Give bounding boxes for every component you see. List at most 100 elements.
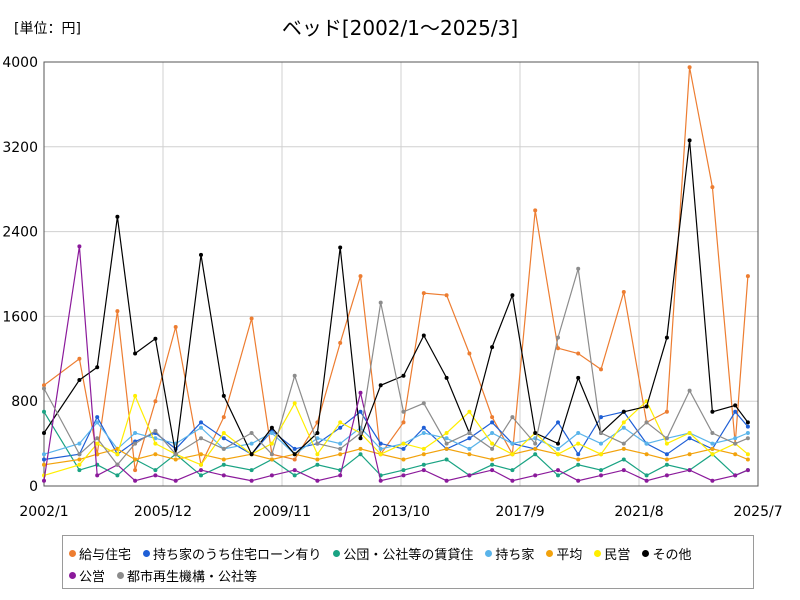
- data-point: [338, 420, 343, 425]
- data-point: [133, 431, 138, 435]
- data-point: [510, 468, 515, 473]
- chart-grid: [43, 61, 759, 487]
- legend-row: 公営 都市再生機構・公社等: [69, 564, 269, 585]
- data-point: [153, 336, 158, 341]
- legend-marker: [594, 550, 602, 557]
- data-point: [95, 441, 100, 446]
- data-point: [490, 446, 495, 451]
- y-axis-labels: 0 800 1600 2400 3200 4000: [2, 55, 38, 495]
- data-point: [444, 478, 449, 483]
- legend-label: 給与住宅: [79, 548, 132, 563]
- data-point: [199, 436, 203, 441]
- y-tick-label: 3200: [2, 140, 38, 156]
- data-point: [292, 446, 297, 451]
- data-point: [664, 452, 669, 457]
- data-point: [77, 452, 82, 457]
- data-point: [338, 425, 343, 430]
- data-point: [745, 431, 750, 435]
- data-point: [621, 468, 626, 473]
- data-point: [576, 478, 581, 483]
- chart-title: ベッド[2002/1～2025/3]: [281, 16, 519, 40]
- data-point: [444, 431, 449, 435]
- data-point: [77, 468, 82, 473]
- legend-item: 持ち家のうち住宅ローン有り: [143, 544, 321, 563]
- data-point: [467, 351, 472, 356]
- data-point: [133, 441, 138, 446]
- data-point: [687, 431, 692, 435]
- y-tick-label: 4000: [2, 55, 38, 71]
- data-point: [249, 441, 254, 446]
- data-point: [95, 473, 100, 478]
- data-point: [599, 473, 603, 478]
- series-2: [42, 409, 750, 478]
- data-point: [421, 333, 426, 338]
- data-point: [115, 309, 120, 314]
- legend-marker: [485, 550, 493, 557]
- data-point: [358, 431, 363, 435]
- legend-label: 民営: [604, 548, 631, 563]
- data-point: [249, 468, 254, 473]
- legend-marker: [143, 550, 151, 557]
- data-point: [115, 462, 120, 467]
- data-point: [621, 409, 626, 414]
- data-point: [292, 457, 297, 462]
- series-line: [43, 67, 749, 471]
- data-point: [444, 436, 449, 441]
- data-point: [664, 436, 669, 441]
- data-point: [95, 420, 100, 425]
- data-point: [153, 428, 158, 433]
- series-7: [42, 244, 750, 483]
- data-point: [599, 415, 603, 420]
- data-point: [221, 446, 226, 451]
- data-point: [621, 290, 626, 294]
- data-point: [401, 468, 406, 473]
- legend-item: 平均: [546, 544, 582, 563]
- data-point: [153, 441, 158, 446]
- legend-item: その他: [642, 544, 691, 563]
- data-point: [556, 441, 560, 446]
- x-tick-label: 2002/1: [19, 504, 68, 520]
- data-point: [315, 478, 320, 483]
- data-point: [599, 468, 603, 473]
- data-point: [710, 452, 715, 457]
- data-point: [42, 409, 46, 414]
- legend-marker: [642, 550, 650, 557]
- data-point: [710, 431, 715, 435]
- data-point: [576, 457, 581, 462]
- legend-item: 民営: [594, 544, 630, 563]
- legend-marker: [546, 550, 554, 557]
- data-point: [687, 388, 692, 393]
- data-point: [221, 431, 226, 435]
- data-point: [42, 386, 46, 391]
- x-tick-label: 2009/11: [253, 504, 311, 520]
- data-point: [533, 208, 538, 213]
- data-point: [269, 473, 274, 478]
- data-point: [490, 468, 495, 473]
- data-point: [421, 452, 426, 457]
- data-point: [153, 452, 158, 457]
- data-point: [173, 457, 178, 462]
- legend-marker: [333, 550, 341, 557]
- data-point: [467, 473, 472, 478]
- data-point: [533, 446, 538, 451]
- data-point: [733, 452, 738, 457]
- data-point: [421, 431, 426, 435]
- data-point: [576, 266, 581, 271]
- data-point: [378, 383, 383, 388]
- legend-label: 持ち家のうち住宅ローン有り: [153, 548, 322, 563]
- data-point: [444, 441, 449, 446]
- data-point: [710, 409, 715, 414]
- data-point: [401, 373, 406, 378]
- data-point: [338, 245, 343, 250]
- data-point: [644, 420, 649, 425]
- data-point: [401, 446, 406, 451]
- data-point: [173, 478, 178, 483]
- data-point: [269, 441, 274, 446]
- data-point: [199, 462, 203, 467]
- data-point: [599, 431, 603, 435]
- data-point: [421, 401, 426, 406]
- data-point: [269, 431, 274, 435]
- data-point: [733, 436, 738, 441]
- data-point: [745, 420, 750, 425]
